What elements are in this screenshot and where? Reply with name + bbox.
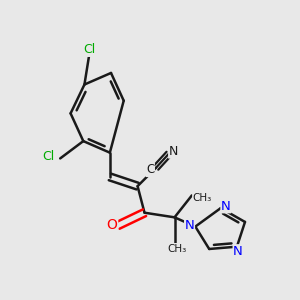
Text: CH₃: CH₃ (193, 193, 212, 203)
Text: N: N (169, 145, 178, 158)
Text: N: N (233, 245, 243, 258)
Text: O: O (107, 218, 118, 233)
Text: Cl: Cl (42, 150, 54, 163)
Text: N: N (185, 219, 194, 232)
Text: N: N (221, 200, 231, 213)
Text: CH₃: CH₃ (167, 244, 187, 254)
Text: Cl: Cl (83, 44, 95, 56)
Text: C: C (146, 164, 154, 176)
